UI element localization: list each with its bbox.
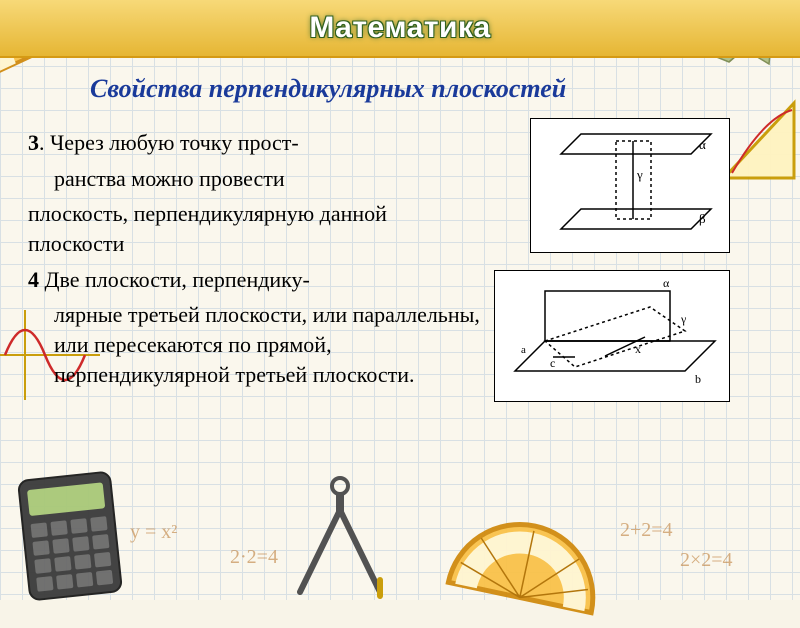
figure-parallel-planes: α γ β xyxy=(530,118,730,253)
handwriting-decor: y = x² 2·2=4 2+2=4 2×2=4 xyxy=(120,508,800,598)
figure-intersecting-planes: α γ c x b a xyxy=(494,270,730,402)
content-block: 3. Через любую точку прост- ранства можн… xyxy=(28,128,488,390)
property-number-3: 3 xyxy=(28,130,39,155)
fig1-alpha-label: α xyxy=(699,137,706,152)
calculator-icon xyxy=(10,466,130,606)
fig2-gamma-label: γ xyxy=(680,312,687,326)
fig2-alpha-label: α xyxy=(663,276,670,290)
svg-text:y = x²: y = x² xyxy=(130,521,177,543)
page-title: Математика xyxy=(309,11,490,45)
fig1-beta-label: β xyxy=(699,211,706,226)
property-3-line3: плоскость, перпендикулярную данной плоск… xyxy=(28,199,488,258)
fig1-gamma-label: γ xyxy=(636,167,643,182)
fig2-b-label: b xyxy=(695,372,701,386)
section-subtitle: Свойства перпендикулярных плоскостей xyxy=(90,74,800,104)
header-bar: Математика xyxy=(0,0,800,58)
property-3-line1: 3. Через любую точку прост- xyxy=(28,128,488,158)
fig2-c-label: c xyxy=(550,356,555,370)
property-4-line1: 4 Две плоскости, перпендику- xyxy=(28,265,488,295)
property-4-rest: лярные третьей плоскости, или параллельн… xyxy=(28,300,488,389)
svg-text:2·2=4: 2·2=4 xyxy=(230,546,278,568)
property-3-line2: ранства можно провести xyxy=(28,164,488,194)
svg-text:2×2=4: 2×2=4 xyxy=(680,549,733,571)
svg-text:2+2=4: 2+2=4 xyxy=(620,519,673,541)
property-number-4: 4 xyxy=(28,267,39,292)
fig2-a-label: a xyxy=(521,344,526,356)
fig2-x-label: x xyxy=(635,342,641,356)
